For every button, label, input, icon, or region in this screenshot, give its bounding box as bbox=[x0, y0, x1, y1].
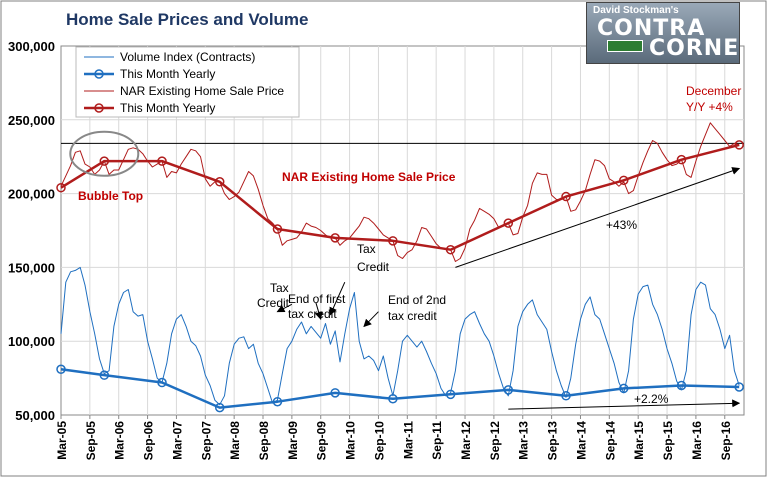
x-tick-label: Sep-10 bbox=[372, 421, 386, 461]
volume-index-line bbox=[60, 266, 740, 406]
x-tick-label: Mar-14 bbox=[574, 421, 588, 460]
x-tick-label: Sep-06 bbox=[142, 421, 156, 461]
x-tick-label: Mar-10 bbox=[344, 421, 358, 460]
series-point-marker bbox=[157, 156, 167, 166]
y-tick-label: 50,000 bbox=[15, 408, 55, 423]
growth-arrow-price bbox=[455, 167, 741, 268]
series-point-marker bbox=[445, 244, 456, 255]
legend-marker bbox=[94, 69, 104, 79]
series-point-marker bbox=[214, 177, 225, 187]
x-tick-label: Sep-09 bbox=[315, 421, 329, 461]
legend-label: This Month Yearly bbox=[120, 67, 215, 81]
series-point-marker bbox=[214, 402, 225, 413]
chart-title: Home Sale Prices and Volume bbox=[66, 10, 309, 29]
annotation-text: End of first bbox=[288, 292, 346, 306]
series-point-marker bbox=[330, 233, 340, 243]
x-tick-label: Mar-13 bbox=[517, 421, 531, 460]
series-point-marker bbox=[272, 224, 283, 234]
x-tick-label: Sep-07 bbox=[199, 421, 213, 461]
logo-word-corner: CORNER bbox=[649, 36, 740, 61]
annotation-text: +43% bbox=[606, 218, 637, 232]
annotation-text: tax credit bbox=[388, 309, 437, 323]
series-point-marker bbox=[676, 380, 687, 391]
annotation-text: tax credit bbox=[288, 307, 337, 321]
x-tick-label: Mar-06 bbox=[113, 421, 127, 460]
annotation-text: December bbox=[686, 84, 741, 98]
annotation-text: End of 2nd bbox=[388, 293, 446, 307]
series-point-marker bbox=[99, 370, 110, 380]
tax-credit-arrow-1 bbox=[276, 303, 293, 313]
x-tick-label: Sep-08 bbox=[257, 421, 271, 461]
series-point-marker bbox=[676, 154, 687, 165]
price-line bbox=[60, 122, 740, 262]
x-tick-label: Sep-15 bbox=[661, 421, 675, 461]
series-point-marker bbox=[445, 389, 456, 400]
x-tick-label: Sep-05 bbox=[84, 421, 98, 461]
legend-label: NAR Existing Home Sale Price bbox=[120, 84, 284, 98]
annotation-text: +2.2% bbox=[634, 392, 669, 406]
logo-word-contra: CONTRA bbox=[597, 16, 706, 41]
series-point-marker bbox=[388, 236, 398, 246]
legend-label: Volume Index (Contracts) bbox=[120, 50, 255, 64]
annotation-text: Credit bbox=[257, 296, 290, 310]
series-point-marker bbox=[99, 156, 110, 166]
series-point-marker bbox=[330, 388, 340, 398]
y-tick-label: 100,000 bbox=[8, 334, 55, 349]
series-point-marker bbox=[56, 182, 66, 193]
x-tick-label: Mar-08 bbox=[228, 421, 242, 460]
y-tick-label: 250,000 bbox=[8, 113, 55, 128]
x-tick-label: Sep-16 bbox=[719, 421, 733, 461]
series-point-marker bbox=[561, 191, 571, 202]
x-tick-label: Mar-12 bbox=[459, 421, 473, 460]
series-point-marker bbox=[388, 394, 398, 404]
y-tick-label: 200,000 bbox=[8, 187, 55, 202]
x-tick-label: Mar-15 bbox=[632, 421, 646, 460]
series-point-marker bbox=[503, 218, 514, 228]
x-tick-label: Sep-11 bbox=[430, 421, 444, 460]
x-tick-label: Mar-09 bbox=[286, 421, 300, 460]
logo-tagline: David Stockman's bbox=[593, 5, 679, 16]
y-tick-label: 150,000 bbox=[8, 260, 55, 275]
y-tick-label: 300,000 bbox=[8, 39, 55, 54]
annotation-text: Bubble Top bbox=[78, 189, 143, 203]
legend-marker bbox=[94, 103, 104, 113]
growth-arrow-volume bbox=[508, 399, 741, 410]
bubble-top-circle bbox=[69, 130, 140, 177]
x-tick-label: Sep-12 bbox=[488, 421, 502, 461]
annotation-text: Credit bbox=[357, 260, 390, 274]
series-point-marker bbox=[56, 364, 66, 374]
end-second-credit-arrow bbox=[363, 311, 379, 328]
series-point-marker bbox=[157, 377, 167, 388]
volume-yearly-line bbox=[60, 367, 740, 409]
legend-box bbox=[75, 46, 300, 118]
series-point-marker bbox=[503, 385, 514, 395]
legend-label: This Month Yearly bbox=[120, 101, 215, 115]
x-tick-label: Mar-07 bbox=[170, 421, 184, 460]
logo-background bbox=[587, 3, 739, 63]
x-tick-label: Sep-14 bbox=[603, 421, 617, 461]
annotation-text: Y/Y +4% bbox=[686, 100, 733, 114]
x-tick-label: Sep-13 bbox=[546, 421, 560, 461]
contra-corner-logo: David Stockman's CONTRA CORNER bbox=[586, 2, 740, 64]
series-point-marker bbox=[619, 175, 629, 186]
x-tick-label: Mar-05 bbox=[55, 421, 69, 460]
annotation-text: Tax bbox=[357, 242, 376, 256]
series-point-marker bbox=[619, 383, 629, 394]
price-yearly-line bbox=[60, 143, 740, 251]
x-tick-label: Mar-11 bbox=[401, 421, 415, 459]
wall-street-sign-icon bbox=[607, 40, 643, 52]
tax-credit-arrow-2 bbox=[329, 281, 346, 316]
series-point-marker bbox=[272, 396, 283, 407]
end-first-credit-arrow bbox=[314, 302, 323, 321]
series-point-marker bbox=[734, 140, 744, 150]
x-tick-label: Mar-16 bbox=[690, 421, 704, 460]
series-point-marker bbox=[561, 391, 571, 401]
annotation-text: NAR Existing Home Sale Price bbox=[282, 170, 456, 184]
annotation-text: Tax bbox=[270, 281, 289, 295]
series-point-marker bbox=[734, 382, 744, 392]
